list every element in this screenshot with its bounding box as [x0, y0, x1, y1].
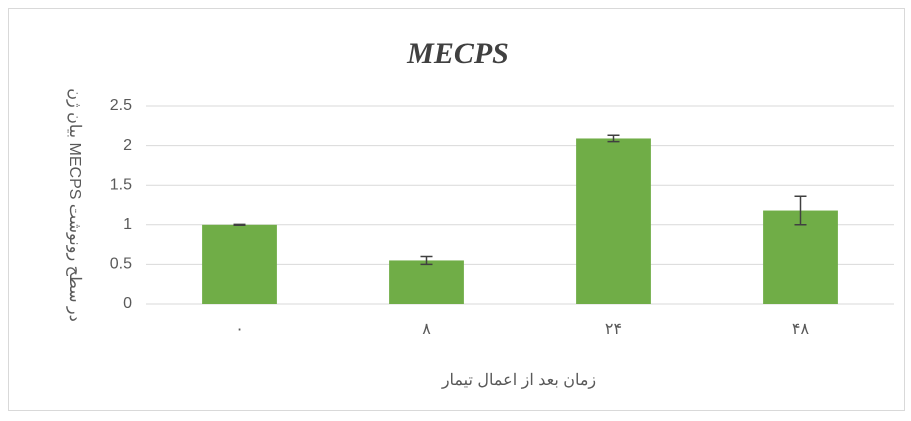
error-bar: [607, 134, 620, 143]
y-tick-label: 0.5: [110, 256, 132, 273]
x-axis-label: زمان بعد از اعمال تیمار: [441, 372, 596, 389]
y-tick-label: 2: [123, 137, 132, 154]
bar: [763, 210, 838, 304]
bar: [202, 224, 277, 304]
error-bar: [420, 255, 433, 266]
y-tick-label: 1: [123, 216, 132, 233]
x-tick-label: ۰: [235, 321, 244, 338]
x-tick-label: ۴۸: [792, 321, 810, 338]
x-tick-label: ۸: [422, 321, 431, 338]
y-axis-label: بیان ژن MECPS در سطح رونوشت: [66, 88, 83, 322]
y-tick-label: 2.5: [110, 97, 132, 114]
chart-title: MECPS: [406, 37, 509, 70]
y-tick-label: 0: [123, 295, 132, 312]
x-tick-label: ۲۴: [605, 321, 622, 338]
bar: [576, 138, 651, 304]
y-tick-label: 1.5: [110, 176, 132, 193]
error-bar: [794, 195, 807, 226]
chart-frame: [8, 8, 905, 411]
bar: [389, 260, 464, 304]
error-bar: [233, 223, 246, 226]
